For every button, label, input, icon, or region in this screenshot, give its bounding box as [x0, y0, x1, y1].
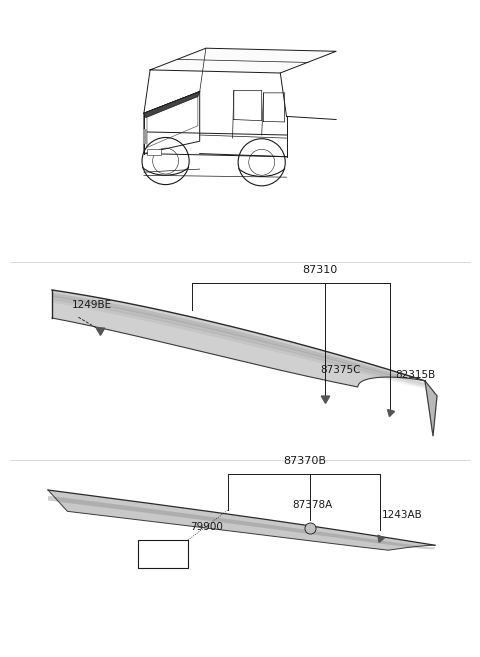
- Polygon shape: [48, 495, 435, 549]
- Text: 87370B: 87370B: [284, 456, 326, 466]
- Text: 87310: 87310: [302, 265, 337, 275]
- Polygon shape: [52, 298, 425, 388]
- Polygon shape: [52, 293, 425, 385]
- Polygon shape: [150, 48, 336, 73]
- Polygon shape: [52, 296, 425, 386]
- Text: 1249BE: 1249BE: [72, 300, 112, 310]
- Polygon shape: [425, 381, 437, 436]
- Bar: [138, 540, 188, 568]
- Bar: [147, 148, 161, 155]
- Text: 82315B: 82315B: [395, 370, 435, 380]
- Polygon shape: [48, 490, 435, 550]
- Text: 79900: 79900: [190, 522, 223, 532]
- Polygon shape: [144, 91, 200, 118]
- Text: 87375C: 87375C: [320, 365, 360, 375]
- Text: 1243AB: 1243AB: [382, 510, 423, 520]
- Polygon shape: [52, 290, 425, 387]
- Text: 87378A: 87378A: [292, 500, 332, 510]
